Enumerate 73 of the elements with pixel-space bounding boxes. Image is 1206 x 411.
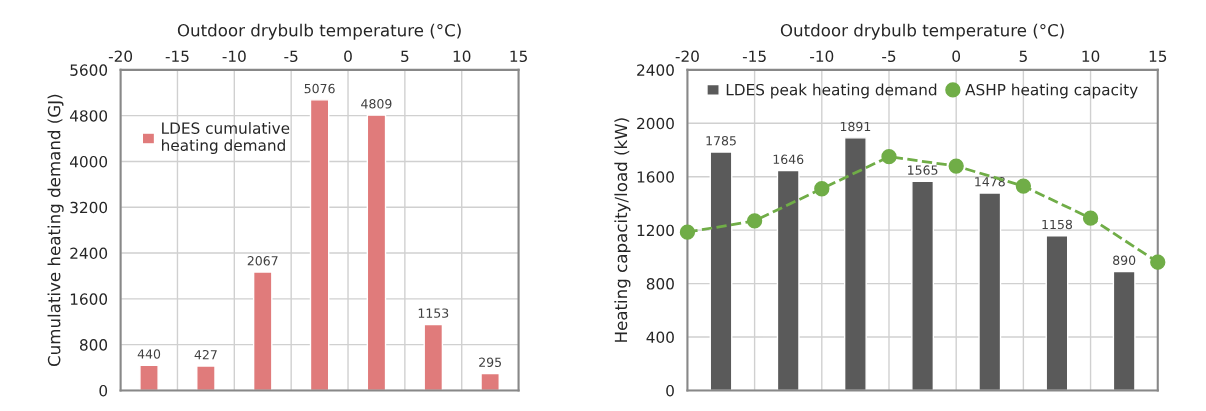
point <box>1015 178 1032 194</box>
x-tick-label: 15 <box>510 50 527 63</box>
data-label: 890 <box>1113 255 1136 265</box>
point <box>881 149 897 165</box>
data-label: 1158 <box>1042 219 1073 230</box>
data-label: 1891 <box>840 121 871 132</box>
data-label: 1153 <box>418 308 449 318</box>
bar <box>978 192 1002 391</box>
data-label: 427 <box>194 349 217 360</box>
x-axis-title: Outdoor drybulb temperature (°C) <box>177 23 461 40</box>
legend-label: ASHP heating capacity <box>965 83 1138 99</box>
data-label: 295 <box>479 357 501 367</box>
y-tick-label: 800 <box>646 278 674 290</box>
point <box>948 158 964 174</box>
y-tick-label: 1200 <box>637 224 674 237</box>
bar <box>480 372 500 391</box>
x-tick-label: 5 <box>1019 50 1027 63</box>
bar <box>366 114 387 391</box>
y-tick-label: 3200 <box>70 201 108 214</box>
bar <box>423 323 444 391</box>
y-tick-label: 400 <box>646 331 674 344</box>
x-tick-label: 15 <box>1149 50 1167 63</box>
x-tick-label: 10 <box>1082 50 1100 63</box>
x-tick-label: -15 <box>165 50 189 63</box>
y-tick-label: 5600 <box>70 64 108 76</box>
bar <box>911 180 935 391</box>
y-axis-title: Heating capacity/load (kW) <box>614 118 631 342</box>
x-tick-label: -10 <box>222 50 246 63</box>
y-tick-label: 4000 <box>69 155 108 168</box>
point <box>1150 254 1166 270</box>
data-label: 1646 <box>773 154 804 164</box>
y-tick-label: 2400 <box>637 64 674 76</box>
x-tick-label: 5 <box>401 50 409 63</box>
y-tick-label: 1600 <box>637 171 674 183</box>
x-tick-label: -5 <box>882 50 896 63</box>
legend-label: LDES cumulative heating demand <box>162 122 290 154</box>
data-label: 2067 <box>247 256 278 266</box>
x-tick-label: -5 <box>284 50 298 63</box>
data-label: 4809 <box>361 99 392 109</box>
x-axis-title: Outdoor drybulb temperature (°C) <box>780 23 1064 40</box>
data-label: 5076 <box>304 83 335 94</box>
point <box>679 224 696 240</box>
data-label: 1785 <box>706 135 736 146</box>
bar <box>1112 270 1136 391</box>
x-tick-label: -10 <box>810 50 834 63</box>
point <box>814 181 830 197</box>
bar <box>309 99 330 391</box>
point <box>746 213 763 229</box>
x-tick-label: -15 <box>742 50 766 63</box>
bar <box>709 151 733 391</box>
y-tick-label: 4800 <box>69 110 108 122</box>
point <box>1082 210 1099 226</box>
y-tick-label: 800 <box>79 339 108 351</box>
bar <box>1045 235 1069 391</box>
x-tick-label: 0 <box>952 50 961 63</box>
bar <box>843 137 867 391</box>
legend-label: LDES peak heating demand <box>726 83 937 99</box>
bar <box>196 365 216 391</box>
bar <box>139 364 159 391</box>
x-tick-label: -20 <box>675 50 699 63</box>
bar <box>776 169 800 391</box>
y-tick-label: 2400 <box>70 247 108 260</box>
x-tick-label: -20 <box>108 50 133 63</box>
y-tick-label: 0 <box>99 384 108 397</box>
data-label: 1565 <box>908 165 938 175</box>
y-tick-label: 1600 <box>70 293 108 305</box>
x-tick-label: 0 <box>344 50 352 63</box>
y-tick-label: 0 <box>666 384 674 397</box>
y-axis-title: Cumulative heating demand (GJ) <box>47 94 64 367</box>
data-label: 440 <box>137 349 161 359</box>
y-tick-label: 2000 <box>637 117 674 130</box>
bar <box>252 271 273 391</box>
x-tick-label: 10 <box>453 50 471 63</box>
